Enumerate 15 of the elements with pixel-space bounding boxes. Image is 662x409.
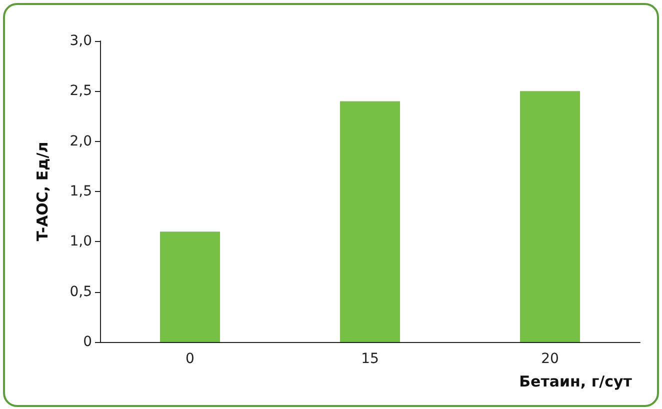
x-axis-title: Бетаин, г/сут <box>519 372 632 390</box>
y-tick-label: 1,0 <box>70 234 92 250</box>
y-tick-label: 1,5 <box>70 184 92 200</box>
y-tick-label: 0,5 <box>70 284 92 300</box>
x-tick-label: 20 <box>541 351 559 367</box>
bar <box>160 232 220 342</box>
y-tick-label: 3,0 <box>70 33 92 49</box>
y-tick-label: 0 <box>83 334 92 350</box>
y-axis-title: T-AOC, Ед/л <box>34 142 52 242</box>
bar <box>520 91 580 342</box>
bar <box>340 101 400 342</box>
x-tick-label: 0 <box>186 351 194 367</box>
y-tick-label: 2,5 <box>70 83 92 100</box>
x-tick-label: 15 <box>361 351 379 367</box>
y-tick-label: 2,0 <box>70 133 92 150</box>
